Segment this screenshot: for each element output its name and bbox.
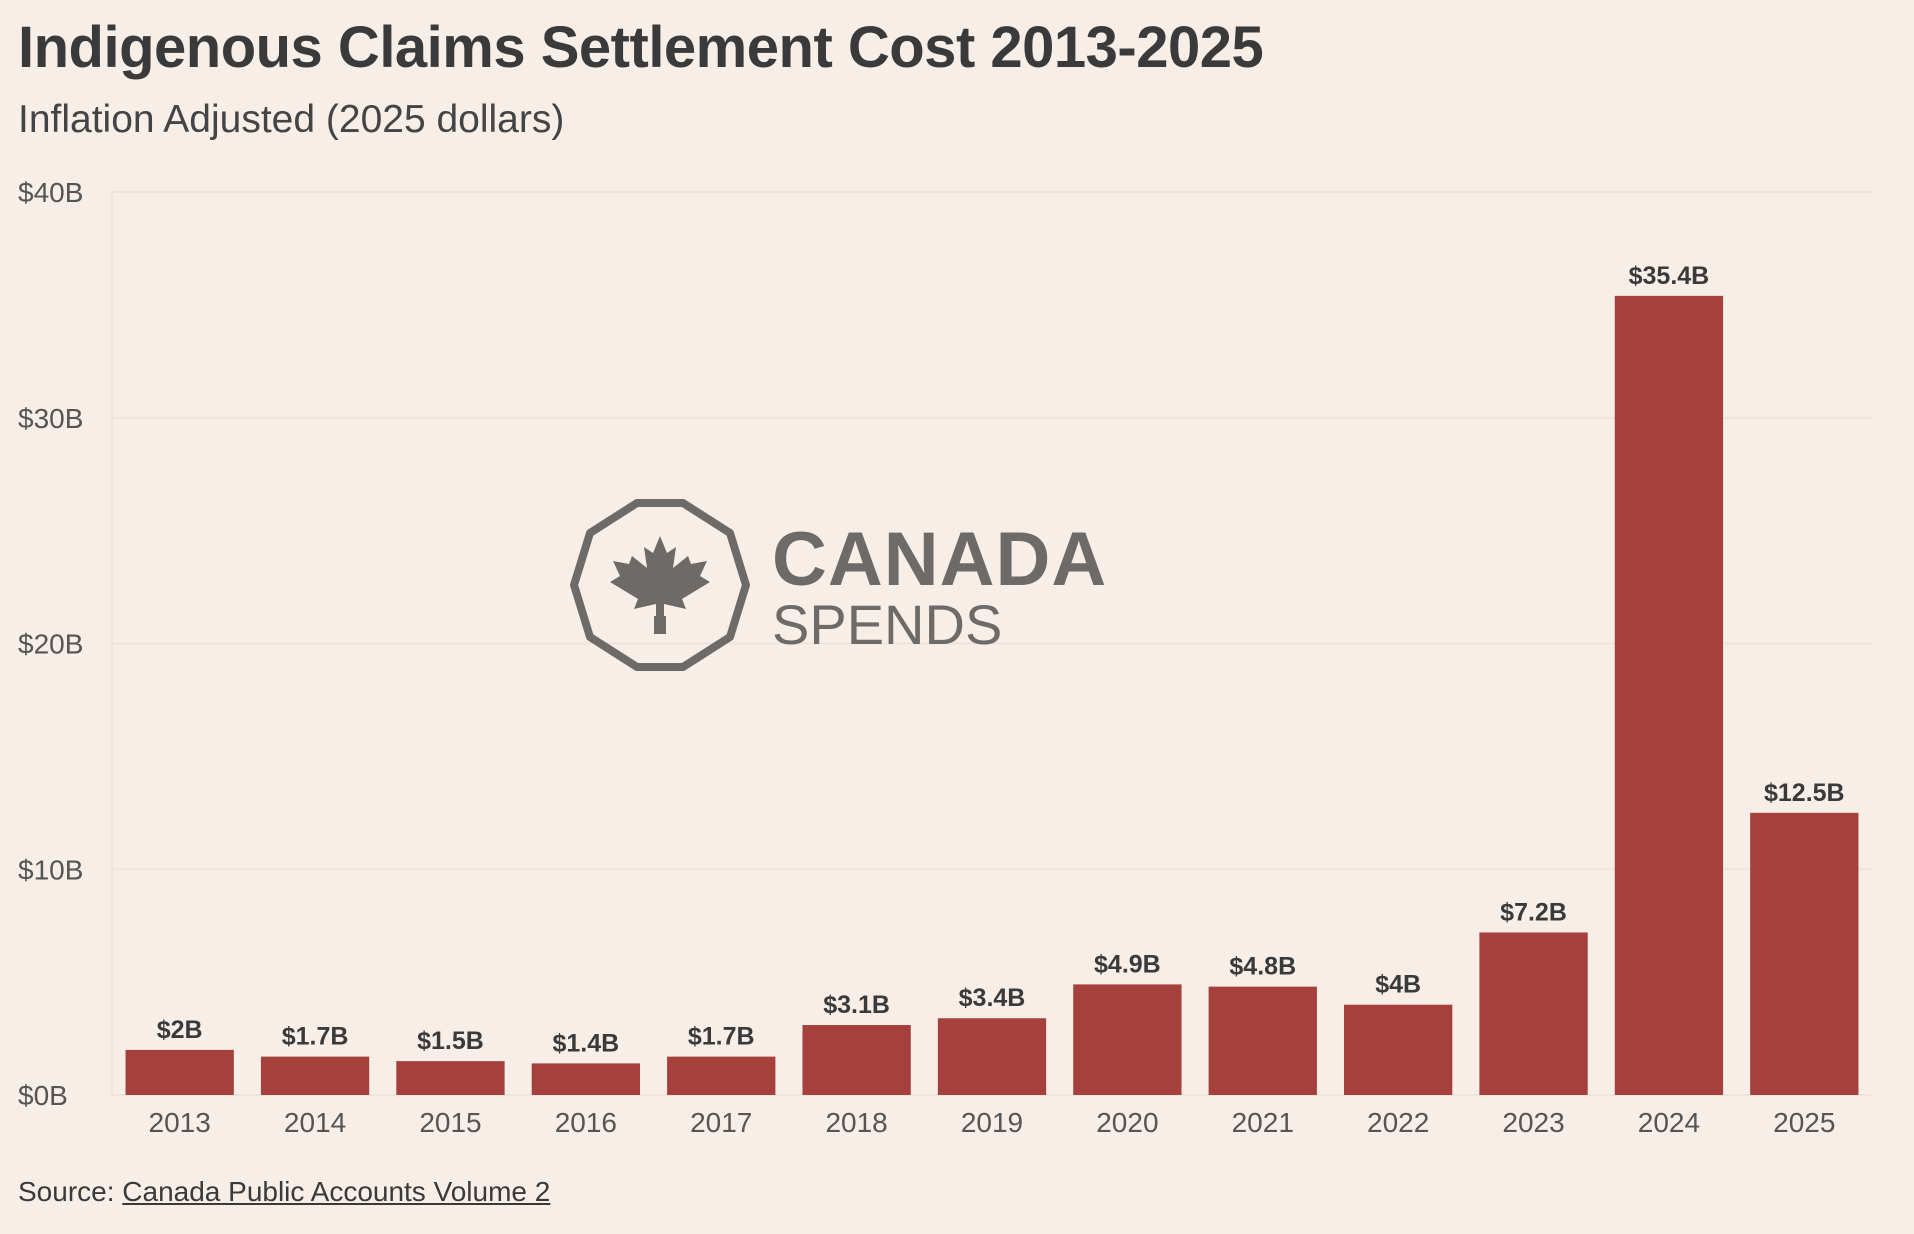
watermark-line1: CANADA — [772, 517, 1108, 602]
bar — [260, 1056, 370, 1095]
bar — [125, 1049, 234, 1095]
y-tick-label: $0B — [18, 1080, 68, 1111]
bar-data-label: $1.7B — [688, 1023, 755, 1051]
bar — [1344, 1004, 1453, 1095]
source-link[interactable]: Canada Public Accounts Volume 2 — [122, 1176, 551, 1207]
source-note: Source: Canada Public Accounts Volume 2 — [18, 1176, 550, 1208]
y-tick-label: $20B — [18, 629, 83, 660]
bar — [396, 1061, 505, 1095]
gridlines — [111, 191, 1872, 1096]
x-tick-label: 2016 — [555, 1107, 617, 1138]
x-tick-label: 2019 — [961, 1107, 1023, 1138]
bar-data-label: $2B — [157, 1016, 203, 1044]
bars — [125, 295, 1859, 1096]
bar — [667, 1056, 776, 1095]
x-tick-label: 2018 — [825, 1107, 887, 1138]
bar — [1479, 932, 1588, 1095]
bar — [531, 1063, 640, 1095]
bar — [1614, 295, 1724, 1096]
bar-data-label: $1.4B — [552, 1029, 619, 1057]
x-tick-label: 2023 — [1502, 1107, 1564, 1138]
x-tick-label: 2025 — [1773, 1107, 1835, 1138]
x-tick-label: 2017 — [690, 1107, 752, 1138]
y-axis: $0B $10B $20B $30B $40B — [18, 177, 83, 1111]
bar-data-label: $35.4B — [1629, 262, 1710, 290]
bar — [802, 1025, 911, 1095]
x-tick-label: 2021 — [1232, 1107, 1294, 1138]
bar-data-label: $1.5B — [417, 1027, 484, 1055]
chart-title: Indigenous Claims Settlement Cost 2013-2… — [18, 15, 1264, 80]
x-tick-label: 2013 — [149, 1107, 211, 1138]
x-tick-label: 2022 — [1367, 1107, 1429, 1138]
source-prefix: Source: — [18, 1176, 123, 1207]
bar-data-label: $7.2B — [1500, 898, 1567, 926]
y-tick-label: $30B — [18, 403, 83, 434]
maple-leaf-octagon-icon — [570, 499, 750, 671]
x-tick-label: 2015 — [419, 1107, 481, 1138]
x-tick-label: 2020 — [1096, 1107, 1158, 1138]
watermark-line2: SPENDS — [772, 593, 1003, 656]
bar-data-label: $1.7B — [282, 1023, 349, 1051]
bar-data-label: $12.5B — [1764, 779, 1845, 807]
bar-data-label: $3.1B — [823, 991, 890, 1019]
x-tick-label: 2024 — [1638, 1107, 1700, 1138]
y-tick-label: $10B — [18, 854, 83, 885]
x-tick-label: 2014 — [284, 1107, 346, 1138]
y-tick-label: $40B — [18, 177, 83, 208]
bar-data-label: $3.4B — [959, 984, 1026, 1012]
bar — [1208, 986, 1317, 1095]
bar — [1750, 812, 1859, 1095]
bar-data-label: $4.9B — [1094, 950, 1161, 978]
bar-data-label: $4B — [1375, 971, 1421, 999]
canada-spends-watermark: CANADA SPENDS — [570, 498, 1130, 673]
x-axis: 2013 2014 2015 2016 2017 2018 2019 2020 2021 2022… — [149, 1107, 1836, 1138]
chart-subtitle: Inflation Adjusted (2025 dollars) — [18, 98, 565, 141]
bar-data-label: $4.8B — [1229, 953, 1296, 981]
data-labels: $2B $1.7B $1.5B $1.4B $1.7B $3.1B $3.4B $4.9B $4… — [157, 262, 1845, 1058]
bar — [937, 1018, 1047, 1095]
bar — [1073, 984, 1182, 1095]
